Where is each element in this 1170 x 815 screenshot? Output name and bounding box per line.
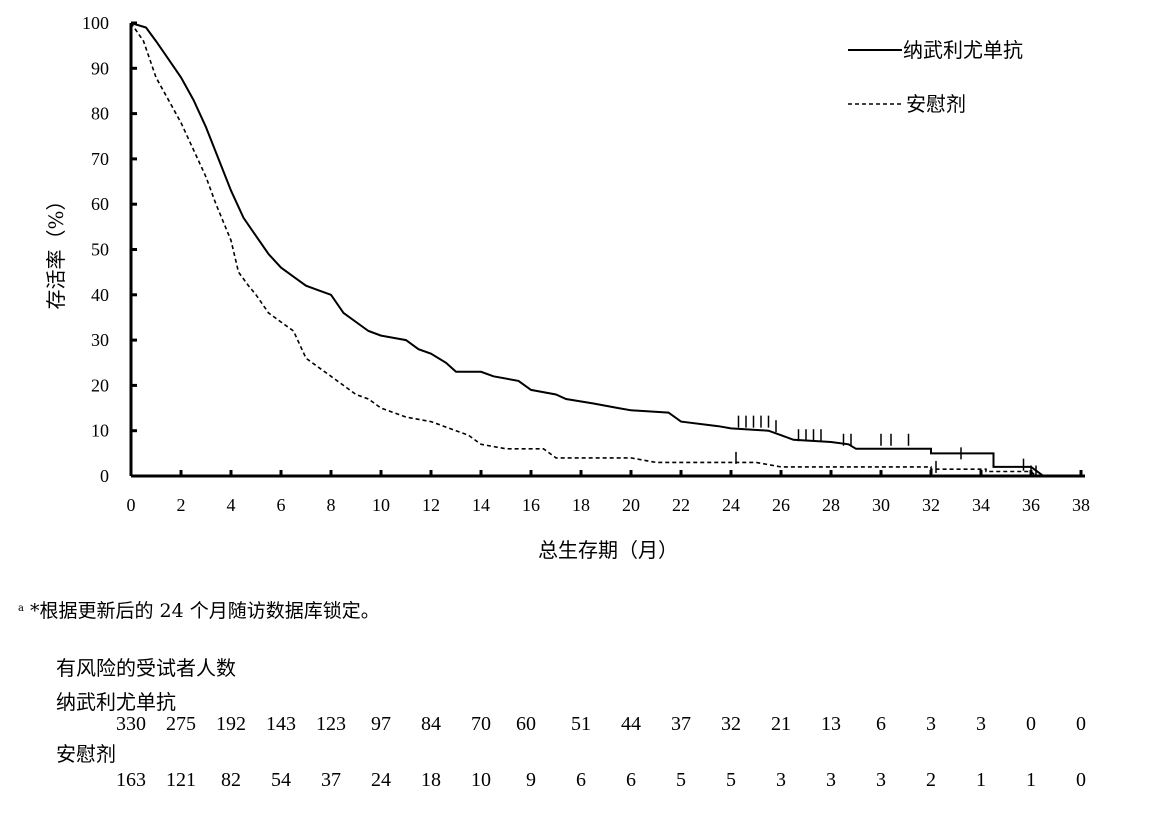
risk-count: 13 [821, 713, 841, 735]
series-line-placebo [130, 22, 1037, 477]
risk-count: 1 [976, 769, 986, 791]
y-tick-label: 80 [91, 104, 109, 124]
y-tick-label: 40 [91, 285, 109, 305]
x-tick-label: 16 [522, 495, 540, 515]
x-tick-label: 10 [372, 495, 390, 515]
risk-count: 6 [876, 713, 886, 735]
risk-count: 3 [926, 713, 936, 735]
y-tick-label: 90 [91, 58, 109, 78]
risk-count: 9 [526, 769, 536, 791]
footnote: a *根据更新后的 24 个月随访数据库锁定。 [18, 596, 380, 623]
x-tick-label: 8 [327, 495, 336, 515]
risk-count: 3 [776, 769, 786, 791]
risk-count: 5 [726, 769, 736, 791]
risk-count: 82 [221, 769, 241, 791]
x-tick-label: 24 [722, 495, 740, 515]
risk-count: 37 [671, 713, 691, 735]
risk-table-title: 有风险的受试者人数 [56, 656, 236, 680]
risk-count: 192 [216, 713, 246, 735]
risk-count: 6 [626, 769, 636, 791]
risk-count: 60 [516, 713, 536, 735]
x-tick-label: 20 [622, 495, 640, 515]
x-tick-label: 4 [227, 495, 236, 515]
risk-count: 6 [576, 769, 586, 791]
risk-group-label-placebo: 安慰剂 [56, 742, 116, 766]
risk-count: 54 [271, 769, 291, 791]
risk-count: 84 [421, 713, 441, 735]
risk-count: 2 [926, 769, 936, 791]
x-tick-label: 34 [972, 495, 990, 515]
risk-count: 18 [421, 769, 441, 791]
risk-count: 3 [826, 769, 836, 791]
risk-count: 5 [676, 769, 686, 791]
risk-group-label-nivolumab: 纳武利尤单抗 [56, 690, 176, 714]
y-tick-label: 70 [91, 149, 109, 169]
footnote-mark: a [18, 603, 24, 614]
risk-count: 70 [471, 713, 491, 735]
x-tick-label: 2 [177, 495, 186, 515]
risk-count: 0 [1076, 769, 1086, 791]
risk-count: 37 [321, 769, 341, 791]
chart-legend: 纳武利尤单抗 安慰剂 [848, 38, 1023, 116]
x-tick-label: 6 [277, 495, 286, 515]
legend-label-placebo: 安慰剂 [906, 92, 966, 116]
risk-count: 97 [371, 713, 391, 735]
x-tick-label: 30 [872, 495, 890, 515]
y-tick-label: 20 [91, 375, 109, 395]
risk-count: 24 [371, 769, 391, 791]
risk-count: 123 [316, 713, 346, 735]
y-tick-label: 30 [91, 330, 109, 350]
risk-count: 21 [771, 713, 791, 735]
x-tick-label: 14 [472, 495, 490, 515]
y-axis-label: 存活率（%） [44, 190, 68, 309]
footnote-text: *根据更新后的 24 个月随访数据库锁定。 [29, 600, 380, 622]
risk-count: 0 [1076, 713, 1086, 735]
risk-count: 10 [471, 769, 491, 791]
risk-count: 1 [1026, 769, 1036, 791]
risk-count: 0 [1026, 713, 1036, 735]
chart-series-layer [130, 22, 1045, 478]
risk-count: 51 [571, 713, 591, 735]
x-tick-label: 12 [422, 495, 440, 515]
x-tick-label: 26 [772, 495, 790, 515]
x-tick-label: 32 [922, 495, 940, 515]
y-tick-label: 50 [91, 240, 109, 260]
risk-count: 275 [166, 713, 196, 735]
risk-count: 3 [876, 769, 886, 791]
x-tick-label: 22 [672, 495, 690, 515]
risk-count: 143 [266, 713, 296, 735]
risk-count: 330 [116, 713, 146, 735]
x-tick-label: 18 [572, 495, 590, 515]
y-tick-label: 60 [91, 194, 109, 214]
chart-axes: 0 2 4 6 8 10 12 14 16 18 20 22 24 26 28 30 32 34 36 3801020… [82, 13, 1090, 515]
risk-count: 163 [116, 769, 146, 791]
x-tick-label: 28 [822, 495, 840, 515]
risk-count: 44 [621, 713, 641, 735]
x-tick-label: 38 [1072, 495, 1090, 515]
risk-count: 3 [976, 713, 986, 735]
risk-count: 121 [166, 769, 196, 791]
x-tick-label: 36 [1022, 495, 1040, 515]
y-tick-label: 0 [100, 466, 109, 486]
legend-label-nivolumab: 纳武利尤单抗 [903, 38, 1023, 62]
y-tick-label: 10 [91, 421, 109, 441]
risk-count: 32 [721, 713, 741, 735]
survival-chart: 0 2 4 6 8 10 12 14 16 18 20 22 24 26 28 30 32 34 36 3801020… [44, 13, 1090, 562]
series-line-nivolumab [130, 22, 1045, 477]
x-axis-label: 总生存期（月） [538, 538, 678, 562]
x-tick-label: 0 [127, 495, 136, 515]
y-tick-label: 100 [82, 13, 109, 33]
